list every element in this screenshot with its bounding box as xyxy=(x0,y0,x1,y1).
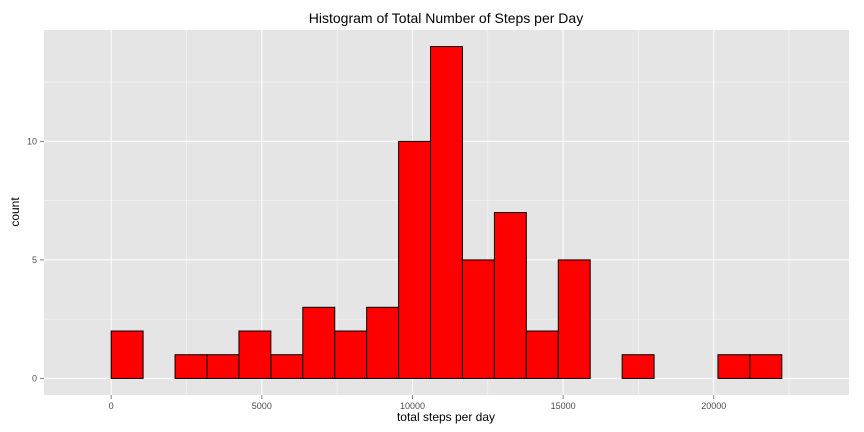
x-tick-label: 20000 xyxy=(701,401,726,411)
histogram-bar xyxy=(525,330,559,379)
histogram-bar xyxy=(174,354,208,379)
histogram-bar xyxy=(110,330,144,379)
y-axis-label: count xyxy=(8,197,22,227)
histogram-bar xyxy=(398,140,432,379)
histogram-bar xyxy=(366,306,400,379)
histogram-bar xyxy=(493,212,527,379)
histogram-bar xyxy=(461,259,495,379)
x-axis-label: total steps per day xyxy=(397,410,495,424)
x-axis-ticks: 0 5000 10000 15000 20000 xyxy=(109,395,726,411)
histogram-bar xyxy=(302,306,336,379)
histogram-bars xyxy=(110,46,783,379)
y-tick-label: 0 xyxy=(32,373,37,383)
histogram-bar xyxy=(717,354,751,379)
histogram-bar xyxy=(238,330,272,379)
x-tick-label: 0 xyxy=(109,401,114,411)
y-tick-label: 5 xyxy=(32,255,37,265)
x-tick-label: 10000 xyxy=(400,401,425,411)
histogram-bar xyxy=(334,330,368,379)
y-tick-label: 10 xyxy=(27,136,37,146)
histogram-bar xyxy=(749,354,783,379)
histogram-bar xyxy=(621,354,655,379)
x-tick-label: 15000 xyxy=(551,401,576,411)
histogram-bar xyxy=(430,46,463,379)
histogram-bar xyxy=(557,259,591,379)
x-tick-label: 5000 xyxy=(252,401,272,411)
chart-title: Histogram of Total Number of Steps per D… xyxy=(309,10,583,26)
y-axis-ticks: 0 5 10 xyxy=(27,136,44,383)
histogram-bar xyxy=(270,354,304,379)
histogram-bar xyxy=(206,354,240,379)
